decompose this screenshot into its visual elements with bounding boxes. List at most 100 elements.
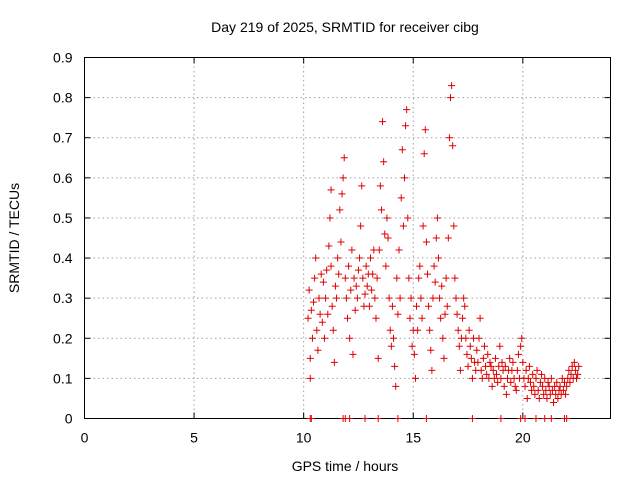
data-point	[388, 302, 396, 310]
data-point	[419, 222, 427, 230]
data-point	[496, 342, 504, 350]
data-point	[559, 386, 567, 394]
data-point	[491, 354, 499, 362]
data-point	[490, 374, 498, 382]
y-tick-label: 0.7	[53, 130, 73, 146]
data-point	[350, 274, 358, 282]
data-point	[571, 366, 579, 374]
data-point	[307, 306, 315, 314]
data-point	[349, 350, 357, 358]
data-point	[425, 302, 433, 310]
data-point	[319, 278, 327, 286]
data-point	[337, 238, 345, 246]
data-point	[356, 254, 364, 262]
data-point	[393, 274, 401, 282]
data-point	[313, 326, 321, 334]
data-point	[527, 378, 535, 386]
data-point	[554, 394, 562, 402]
data-point	[422, 238, 430, 246]
data-point	[547, 415, 555, 422]
data-point	[354, 266, 362, 274]
data-point	[548, 386, 556, 394]
data-point	[408, 342, 416, 350]
data-point	[384, 234, 392, 242]
data-point	[340, 154, 348, 162]
data-point	[328, 302, 336, 310]
data-point	[413, 302, 421, 310]
grid-lines	[84, 57, 611, 419]
data-point	[436, 294, 444, 302]
data-point	[311, 274, 319, 282]
data-point	[336, 206, 344, 214]
data-point	[528, 386, 536, 394]
data-point	[394, 415, 402, 422]
data-point	[459, 314, 467, 322]
y-tick-label: 0.5	[53, 210, 73, 226]
data-point	[368, 286, 376, 294]
data-point	[334, 254, 342, 262]
data-point	[567, 370, 575, 378]
data-point	[497, 374, 505, 382]
x-tick-label: 5	[190, 430, 198, 446]
data-point	[570, 358, 578, 366]
y-tick-label: 0.9	[53, 50, 73, 66]
data-point	[375, 246, 383, 254]
data-point	[365, 302, 373, 310]
data-point	[359, 274, 367, 282]
data-point	[377, 206, 385, 214]
data-point	[475, 334, 483, 342]
data-point	[423, 270, 431, 278]
data-point	[498, 358, 506, 366]
data-point	[460, 294, 468, 302]
data-point	[478, 374, 486, 382]
data-point	[500, 382, 508, 390]
data-point	[523, 394, 531, 402]
data-point	[418, 314, 426, 322]
data-point	[381, 230, 389, 238]
data-point	[361, 290, 369, 298]
data-point	[553, 378, 561, 386]
data-point	[390, 334, 398, 342]
data-point	[543, 394, 551, 402]
data-point	[399, 222, 407, 230]
data-point	[396, 294, 404, 302]
data-points	[304, 82, 583, 422]
data-point	[573, 374, 581, 382]
data-point	[517, 342, 525, 350]
data-point	[433, 214, 441, 222]
data-point	[345, 262, 353, 270]
data-point	[407, 294, 415, 302]
data-point	[568, 362, 576, 370]
data-point	[428, 366, 436, 374]
data-point	[314, 346, 322, 354]
data-point	[421, 126, 429, 134]
data-point	[529, 370, 537, 378]
x-tick-label: 10	[296, 430, 312, 446]
data-point	[330, 358, 338, 366]
data-point	[352, 282, 360, 290]
data-point	[456, 366, 464, 374]
data-point	[534, 386, 542, 394]
data-point	[371, 294, 379, 302]
y-tick-label: 0	[65, 411, 73, 427]
data-point	[348, 246, 356, 254]
data-point	[506, 354, 514, 362]
data-point	[462, 334, 470, 342]
data-point	[447, 94, 455, 102]
data-point	[468, 374, 476, 382]
data-point	[483, 370, 491, 378]
x-axis-label: GPS time / hours	[292, 458, 399, 474]
data-point	[466, 342, 474, 350]
data-point	[497, 415, 505, 422]
data-point	[453, 310, 461, 318]
data-point	[403, 106, 411, 114]
data-point	[514, 350, 522, 358]
data-point	[382, 262, 390, 270]
y-tick-label: 0.3	[53, 290, 73, 306]
data-point	[445, 134, 453, 142]
data-point	[511, 382, 519, 390]
data-point	[467, 354, 475, 362]
data-point	[422, 415, 430, 422]
data-point	[318, 318, 326, 326]
data-point	[452, 294, 460, 302]
